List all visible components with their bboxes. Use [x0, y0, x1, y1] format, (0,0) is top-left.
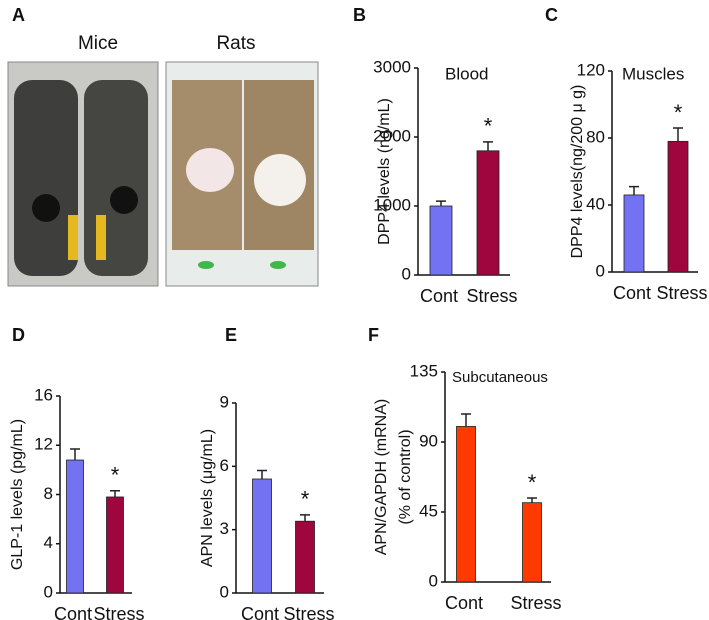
error-bar [629, 185, 639, 195]
x-tick-label: Stress [656, 283, 707, 303]
significance-mark: * [484, 114, 493, 139]
y-tick-label: 135 [410, 361, 438, 380]
y-tick-label: 6 [220, 456, 229, 475]
y-tick-label: 3000 [373, 57, 411, 76]
error-bar [70, 448, 80, 461]
error-bar [527, 497, 537, 503]
y-tick-label: 40 [586, 194, 605, 213]
x-tick-label: Cont [241, 604, 279, 620]
bar [106, 496, 124, 594]
significance-mark: * [528, 470, 537, 495]
y-tick-label: 2000 [373, 126, 411, 145]
y-tick-label: 120 [577, 60, 605, 79]
panel-letter: E [225, 325, 237, 345]
x-tick-label: Stress [510, 593, 561, 613]
y-tick-label: 16 [34, 385, 53, 404]
y-axis-label: APN/GAPDH (mRNA) [373, 399, 390, 555]
y-tick-label: 3 [220, 519, 229, 538]
y-tick-label: 45 [419, 501, 438, 520]
bar [522, 502, 542, 583]
bar [252, 478, 272, 594]
bar [476, 150, 500, 276]
significance-mark: * [111, 463, 120, 488]
panel-letter: A [12, 5, 25, 25]
bar [429, 205, 453, 276]
mice-photo [7, 61, 159, 287]
x-tick-label: Cont [445, 593, 483, 613]
bar [623, 194, 645, 273]
y-tick-label: 0 [402, 264, 411, 283]
y-axis-label: GLP-1 levels (pg/mL) [9, 419, 26, 570]
y-axis-label: DPP4 levels(ng/200 μ g) [569, 85, 586, 259]
chart-title: Muscles [622, 64, 684, 83]
y-tick-label: 1000 [373, 195, 411, 214]
photo-caption: Rats [216, 33, 255, 54]
y-tick-label: 12 [34, 435, 53, 454]
bar [295, 520, 315, 594]
bar [667, 140, 689, 273]
error-bar [300, 514, 310, 522]
x-tick-label: Cont [420, 286, 458, 306]
error-bar [673, 127, 683, 142]
x-tick-label: Cont [613, 283, 651, 303]
rats-photo [165, 61, 319, 287]
x-tick-label: Stress [93, 604, 144, 620]
y-tick-label: 8 [44, 484, 53, 503]
panel-letter: B [353, 5, 366, 25]
y-tick-label: 0 [429, 571, 438, 590]
error-bar [257, 469, 267, 479]
y-tick-label: 90 [419, 431, 438, 450]
panel-letter: D [12, 325, 25, 345]
photo-caption: Mice [78, 33, 118, 54]
y-axis-label: DPP4 levels (ng/mL) [376, 98, 393, 245]
significance-mark: * [301, 487, 310, 512]
bar [66, 459, 84, 594]
y-axis-label: (% of control) [397, 429, 414, 524]
panel-letter: C [545, 5, 558, 25]
panel-letter: F [368, 325, 379, 345]
y-tick-label: 0 [220, 582, 229, 601]
x-tick-label: Cont [54, 604, 92, 620]
x-tick-label: Stress [466, 286, 517, 306]
error-bar [436, 200, 446, 206]
x-tick-label: Stress [283, 604, 334, 620]
chart-title: Subcutaneous [452, 369, 548, 386]
chart-title: Blood [445, 64, 488, 83]
error-bar [461, 413, 471, 427]
bar [456, 426, 476, 583]
y-tick-label: 0 [596, 261, 605, 280]
y-axis-label: APN levels (μg/mL) [199, 429, 216, 567]
y-tick-label: 0 [44, 582, 53, 601]
y-tick-label: 9 [220, 392, 229, 411]
y-tick-label: 80 [586, 127, 605, 146]
error-bar [483, 141, 493, 151]
error-bar [110, 490, 120, 497]
y-tick-label: 4 [44, 533, 53, 552]
significance-mark: * [674, 100, 683, 125]
